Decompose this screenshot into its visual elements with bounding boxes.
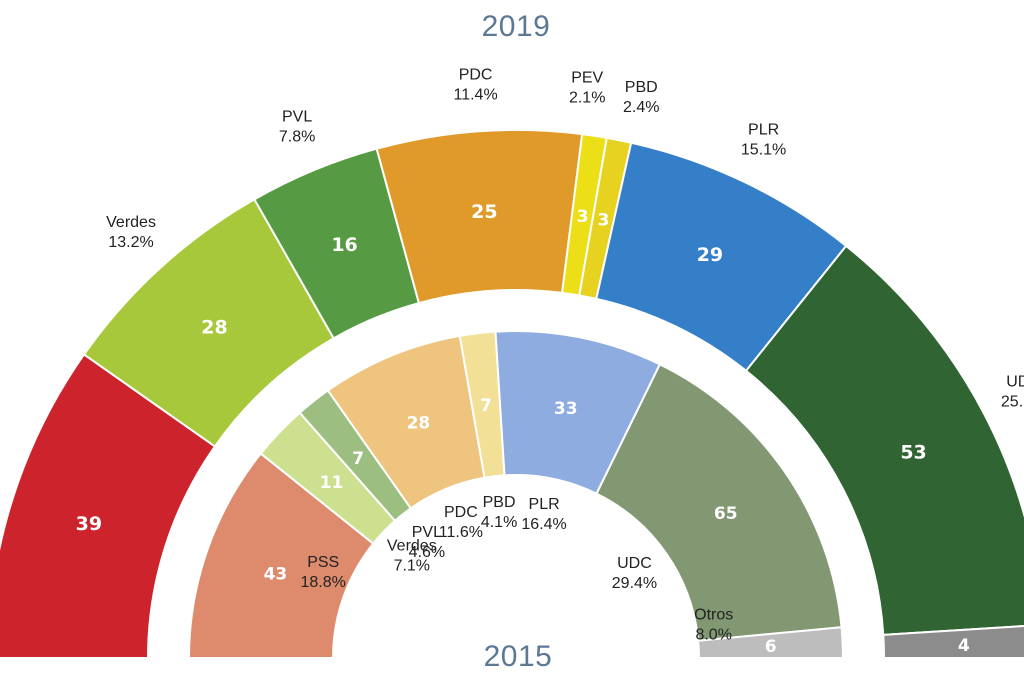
party-percent: 11.6% — [439, 524, 483, 541]
seat-segment-other-8 — [882, 625, 1024, 659]
party-percent: 4.6% — [409, 544, 445, 561]
party-name: PDC — [444, 504, 478, 521]
party-label-pev-4-2019: PEV 2.1% — [569, 69, 605, 106]
seat-count-pbd-4: 7 — [480, 396, 492, 416]
party-label-plr-6-2019: PLR 15.1% — [741, 121, 786, 158]
seat-count-plr-5: 33 — [554, 399, 578, 419]
seat-segment-udc-6 — [595, 363, 843, 642]
chart-title-2019: 2019 — [482, 10, 551, 43]
party-name: PEV — [571, 69, 603, 86]
seat-count-pvl-2: 16 — [331, 234, 357, 256]
party-percent: 25.6% — [1001, 393, 1024, 410]
party-name: Verdes — [387, 538, 437, 555]
party-label-pvl-2-2019: PVL 7.8% — [279, 109, 315, 146]
party-percent: 4.1% — [481, 514, 517, 531]
party-name: PVL — [282, 109, 312, 126]
party-percent: 16.4% — [521, 516, 566, 533]
party-name: PVL — [412, 524, 442, 541]
seat-count-pdc-3: 25 — [471, 201, 497, 223]
party-label-udc-7-2019: UDC 25.6% — [1001, 373, 1024, 410]
party-percent: 2.4% — [623, 99, 659, 116]
party-name: Verdes — [106, 214, 156, 231]
seat-count-pss-0: 39 — [76, 513, 102, 535]
party-name: PSS — [307, 554, 339, 571]
outer-ring-2019: 39 28 16 25 3 3 29 53 4 — [0, 129, 1024, 659]
chart-title-2015: 2015 — [484, 640, 553, 673]
party-percent: 13.2% — [108, 234, 153, 251]
party-label-pdc-3-2019: PDC 11.4% — [454, 66, 498, 103]
party-name: UDC — [1006, 373, 1024, 390]
seat-count-verdes-1: 28 — [201, 316, 227, 338]
party-percent: 8.0% — [695, 627, 731, 644]
party-percent: 29.4% — [612, 575, 657, 592]
seat-segment-udc-7 — [744, 244, 1024, 636]
party-percent: 2.1% — [569, 89, 605, 106]
party-label-pbd-4-2015: PBD 4.1% — [481, 494, 517, 531]
seat-count-pbd-5: 3 — [597, 210, 609, 230]
party-labels: PSS Verdes 13.2% PVL 7.8% PDC 11.4% PEV 2.1% PBD 2… — [106, 66, 1024, 644]
party-percent: 15.1% — [741, 141, 786, 158]
party-label-udc-6-2015: UDC 29.4% — [612, 555, 657, 592]
seat-count-pss-0: 43 — [264, 565, 288, 585]
seat-count-other-8: 4 — [958, 636, 970, 656]
party-percent: 18.8% — [301, 574, 346, 591]
party-name: PBD — [625, 79, 658, 96]
party-name: PBD — [483, 494, 516, 511]
seat-segment-otros-7 — [697, 626, 845, 659]
party-name: UDC — [617, 555, 652, 572]
party-name: PLR — [748, 121, 779, 138]
seat-count-verdes-1: 11 — [320, 473, 344, 493]
inner-ring-2015: 43 11 7 28 7 33 65 6 — [187, 330, 845, 659]
party-label-pbd-5-2019: PBD 2.4% — [623, 79, 659, 116]
party-percent: 7.1% — [394, 558, 430, 575]
party-label-verdes-1-2019: Verdes 13.2% — [106, 214, 156, 251]
seat-count-pdc-3: 28 — [407, 414, 431, 434]
party-label-pdc-3-2015: PDC 11.6% — [439, 504, 483, 541]
party-name: PDC — [459, 66, 493, 83]
party-percent: 7.8% — [279, 129, 315, 146]
seat-count-plr-6: 29 — [697, 244, 723, 266]
party-name: PLR — [529, 496, 560, 513]
seat-count-udc-7: 53 — [900, 441, 926, 463]
party-name: Otros — [694, 607, 733, 624]
party-label-pvl-2-2015: PVL 4.6% — [409, 524, 445, 561]
party-percent: 11.4% — [454, 86, 498, 103]
seat-count-otros-7: 6 — [765, 637, 777, 657]
seat-count-pvl-2: 7 — [352, 449, 364, 469]
seat-count-pev-4: 3 — [577, 207, 589, 227]
party-label-plr-5-2015: PLR 16.4% — [521, 496, 566, 533]
seat-count-udc-6: 65 — [714, 504, 738, 524]
party-label-pss-0-2015: PSS 18.8% — [301, 554, 346, 591]
party-label-verdes-1-2015: Verdes 7.1% — [387, 538, 437, 575]
party-label-otros-7-2015: Otros 8.0% — [694, 607, 733, 644]
